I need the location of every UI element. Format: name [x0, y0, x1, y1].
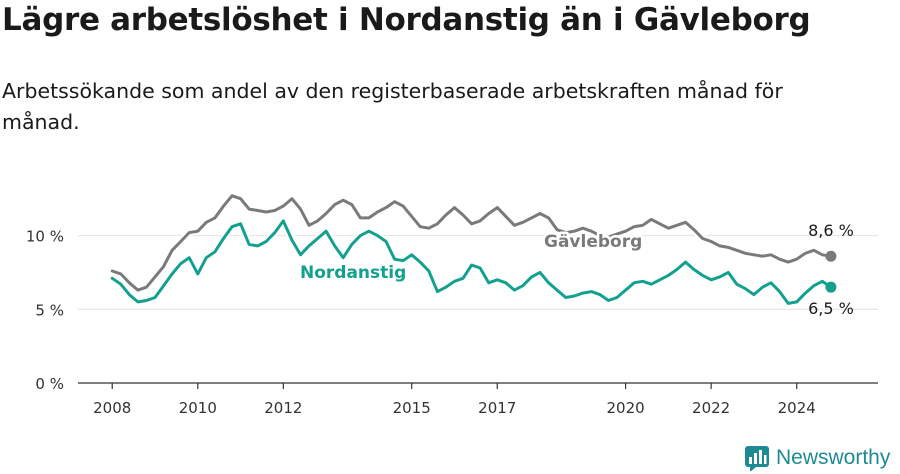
- series-line-nordanstig: [110, 219, 833, 305]
- x-axis: 2008 2010 2012 2015 2017 2020 2022 2024: [78, 382, 878, 417]
- y-tick-label-0: 0 %: [35, 375, 64, 393]
- brand-name: Newsworthy: [776, 446, 891, 469]
- grid-lines: [78, 235, 878, 310]
- x-tick-label-2012: 2012: [264, 399, 302, 417]
- y-tick-label-10: 10 %: [26, 228, 64, 246]
- x-tick-label-2017: 2017: [478, 399, 516, 417]
- x-tick-label-2022: 2022: [692, 399, 730, 417]
- x-tick-label-2010: 2010: [179, 399, 217, 417]
- x-tick-label-2020: 2020: [606, 399, 644, 417]
- series-label-gävleborg: Gävleborg: [544, 232, 642, 252]
- series-line-gävleborg: [110, 194, 833, 292]
- series-end-label-nordanstig: 6,5 %: [808, 299, 854, 318]
- x-tick-label-2008: 2008: [93, 399, 131, 417]
- chart-title: Lägre arbetslöshet i Nordanstig än i Gäv…: [2, 2, 811, 38]
- newsworthy-icon: [745, 446, 769, 471]
- chart-subtitle: Arbetssökande som andel av den registerb…: [2, 79, 783, 134]
- series-end-dot-nordanstig: [825, 281, 837, 293]
- x-tick-label-2024: 2024: [778, 399, 816, 417]
- y-axis: 0 % 5 % 10 %: [26, 228, 64, 393]
- series-halo-1: [110, 217, 833, 307]
- series-labels: 8,6 % Gävleborg 6,5 % Nordanstig: [298, 221, 854, 318]
- x-tick-label-2015: 2015: [393, 399, 431, 417]
- newsworthy-logo: Newsworthy: [744, 444, 890, 472]
- series-end-dot-gävleborg: [825, 250, 837, 262]
- y-tick-label-5: 5 %: [35, 301, 64, 319]
- series-label-nordanstig: Nordanstig: [300, 263, 406, 283]
- series-lines: [110, 192, 837, 307]
- series-end-label-gävleborg: 8,6 %: [808, 221, 854, 240]
